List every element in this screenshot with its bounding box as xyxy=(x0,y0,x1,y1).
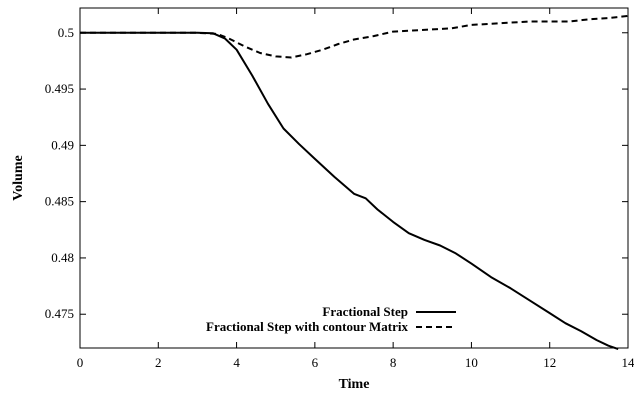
y-tick-label: 0.485 xyxy=(45,194,74,209)
x-tick-label: 4 xyxy=(233,355,240,370)
x-axis-ticks: 0 2 4 6 8 10 12 14 xyxy=(77,8,634,370)
y-tick-label: 0.475 xyxy=(45,306,74,321)
y-axis-ticks: 0.475 0.48 0.485 0.49 0.495 0.5 xyxy=(45,25,628,321)
series-line-1 xyxy=(80,31,619,351)
series-layer xyxy=(80,14,629,351)
y-tick-label: 0.48 xyxy=(51,250,74,265)
x-tick-label: 12 xyxy=(543,355,556,370)
x-tick-label: 0 xyxy=(77,355,84,370)
y-tick-label: 0.495 xyxy=(45,81,74,96)
x-axis-title: Time xyxy=(339,377,370,392)
y-axis-title: Volume xyxy=(11,155,26,200)
x-tick-label: 6 xyxy=(312,355,319,370)
legend-label-2: Fractional Step with contour Matrix xyxy=(206,319,408,334)
x-tick-label: 14 xyxy=(622,355,634,370)
y-tick-label: 0.5 xyxy=(58,25,74,40)
x-tick-label: 8 xyxy=(390,355,397,370)
x-tick-label: 2 xyxy=(155,355,162,370)
series-line-2 xyxy=(80,14,629,59)
legend-label-1: Fractional Step xyxy=(322,304,408,319)
plot-area-frame xyxy=(79,7,629,349)
x-tick-label: 10 xyxy=(465,355,478,370)
y-tick-label: 0.49 xyxy=(51,137,74,152)
